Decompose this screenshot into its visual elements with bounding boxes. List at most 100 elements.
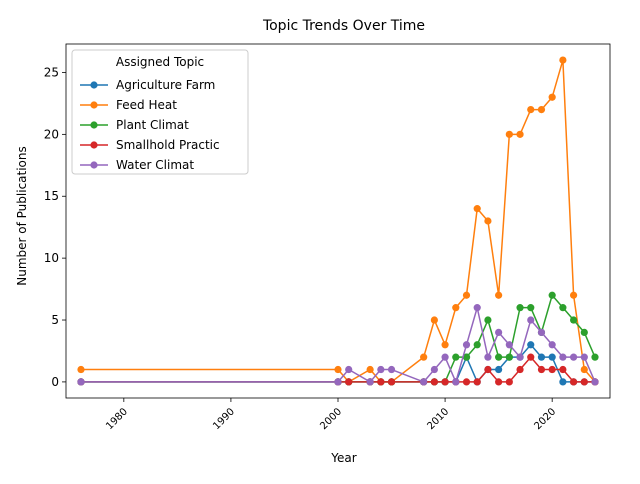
legend: Assigned Topic Agriculture Farm Feed Heat P…: [71, 49, 249, 175]
data-point-smallhold-practic: [527, 353, 535, 361]
data-point-feed-heat: [473, 205, 481, 213]
y-tick-label: 25: [44, 65, 59, 79]
data-point-plant-climat: [484, 316, 492, 324]
legend-label-agriculture-farm: Agriculture Farm: [116, 78, 215, 92]
legend-label-plant-climat: Plant Climat: [116, 118, 189, 132]
data-point-feed-heat: [430, 316, 438, 324]
data-point-agriculture-farm: [527, 341, 535, 349]
data-point-feed-heat: [441, 341, 449, 349]
data-point-smallhold-practic: [430, 378, 438, 386]
data-point-agriculture-farm: [537, 353, 546, 361]
x-axis-label: Year: [330, 451, 356, 465]
y-tick-label: 15: [44, 189, 59, 203]
data-point-feed-heat: [537, 106, 546, 114]
data-point-water-climat: [452, 378, 460, 386]
legend-marker-smallhold-practic: [90, 141, 98, 149]
data-point-smallhold-practic: [387, 378, 396, 386]
data-point-feed-heat: [420, 353, 428, 361]
plot-frame: [65, 43, 611, 399]
data-point-water-climat: [559, 353, 567, 361]
data-point-smallhold-practic: [495, 378, 503, 386]
data-point-smallhold-practic: [345, 378, 353, 386]
data-point-water-climat: [495, 328, 503, 336]
data-point-water-climat: [77, 378, 85, 386]
data-point-agriculture-farm: [495, 365, 503, 374]
data-point-feed-heat: [77, 365, 85, 374]
data-point-water-climat: [387, 365, 396, 374]
data-point-plant-climat: [559, 304, 567, 312]
data-point-feed-heat: [580, 365, 588, 374]
data-point-feed-heat: [548, 93, 556, 101]
data-point-feed-heat: [484, 217, 492, 225]
data-point-smallhold-practic: [559, 365, 567, 374]
y-axis-label: Number of Publications: [15, 146, 29, 286]
data-point-water-climat: [345, 365, 353, 374]
chart-title: Topic Trends Over Time: [262, 18, 425, 34]
data-point-smallhold-practic: [580, 378, 588, 386]
legend-label-water-climat: Water Climat: [116, 158, 194, 172]
data-point-plant-climat: [516, 304, 524, 312]
data-point-plant-climat: [473, 341, 481, 349]
y-tick-label: 10: [44, 251, 59, 265]
data-point-feed-heat: [495, 291, 503, 299]
data-point-water-climat: [591, 378, 599, 386]
legend-marker-agriculture-farm: [90, 81, 98, 89]
legend-marker-plant-climat: [90, 121, 98, 129]
data-point-plant-climat: [505, 353, 513, 361]
data-point-plant-climat: [452, 353, 460, 361]
data-point-feed-heat: [334, 365, 342, 374]
data-point-water-climat: [430, 365, 438, 374]
data-point-plant-climat: [591, 353, 599, 361]
data-point-agriculture-farm: [548, 353, 556, 361]
data-point-smallhold-practic: [377, 378, 385, 386]
data-point-plant-climat: [580, 328, 588, 336]
legend-marker-water-climat: [90, 161, 98, 169]
data-point-smallhold-practic: [505, 378, 513, 386]
legend-marker-feed-heat: [90, 101, 98, 109]
data-point-agriculture-farm: [559, 378, 567, 386]
data-point-water-climat: [505, 341, 513, 349]
legend-title: Assigned Topic: [116, 55, 204, 69]
data-point-feed-heat: [569, 291, 578, 299]
data-point-water-climat: [366, 378, 374, 386]
data-point-water-climat: [527, 316, 535, 324]
data-point-feed-heat: [527, 106, 535, 114]
data-point-water-climat: [537, 328, 546, 336]
data-point-water-climat: [334, 378, 342, 386]
data-point-smallhold-practic: [516, 365, 524, 374]
data-point-plant-climat: [527, 304, 535, 312]
y-tick-label: 0: [51, 375, 59, 389]
data-point-feed-heat: [366, 365, 374, 374]
data-point-smallhold-practic: [441, 378, 449, 386]
data-point-feed-heat: [452, 304, 460, 312]
data-point-smallhold-practic: [462, 378, 471, 386]
y-tick-label: 20: [44, 127, 59, 141]
data-point-feed-heat: [462, 291, 471, 299]
data-point-smallhold-practic: [548, 365, 556, 374]
legend-label-smallhold-practic: Smallhold Practic: [116, 138, 220, 152]
data-point-plant-climat: [495, 353, 503, 361]
data-point-water-climat: [484, 353, 492, 361]
data-point-plant-climat: [548, 291, 556, 299]
data-point-water-climat: [548, 341, 556, 349]
data-point-water-climat: [473, 304, 481, 312]
data-point-smallhold-practic: [484, 365, 492, 374]
data-point-smallhold-practic: [473, 378, 481, 386]
data-point-plant-climat: [462, 353, 471, 361]
y-tick-label: 5: [51, 313, 59, 327]
data-point-water-climat: [420, 378, 428, 386]
legend-label-feed-heat: Feed Heat: [116, 98, 177, 112]
data-point-feed-heat: [505, 130, 513, 138]
data-point-feed-heat: [559, 56, 567, 64]
data-point-water-climat: [441, 353, 449, 361]
data-point-water-climat: [580, 353, 588, 361]
data-point-water-climat: [569, 353, 578, 361]
legend-box: [71, 49, 249, 175]
data-point-water-climat: [377, 365, 385, 374]
data-point-smallhold-practic: [569, 378, 578, 386]
data-point-smallhold-practic: [537, 365, 546, 374]
data-point-water-climat: [462, 341, 471, 349]
data-point-plant-climat: [569, 316, 578, 324]
